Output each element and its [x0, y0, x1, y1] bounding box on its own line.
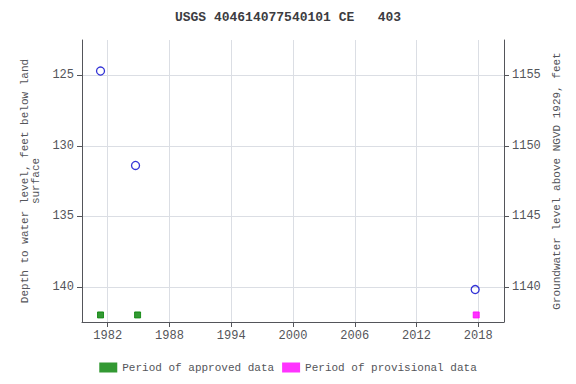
- svg-text:Period of approved data: Period of approved data: [122, 362, 274, 374]
- svg-text:2006: 2006: [340, 329, 369, 343]
- svg-text:surface: surface: [30, 158, 42, 204]
- svg-text:2000: 2000: [279, 329, 308, 343]
- svg-text:1150: 1150: [512, 139, 541, 153]
- svg-text:Period of provisional data: Period of provisional data: [305, 362, 477, 374]
- svg-text:135: 135: [52, 209, 74, 223]
- svg-text:140: 140: [52, 280, 74, 294]
- svg-text:2012: 2012: [402, 329, 431, 343]
- svg-text:USGS 404614077540101 CE 403: USGS 404614077540101 CE 403: [175, 10, 401, 25]
- svg-text:2018: 2018: [464, 329, 493, 343]
- svg-text:1982: 1982: [93, 329, 122, 343]
- svg-text:130: 130: [52, 139, 74, 153]
- svg-text:Depth to water level, feet bel: Depth to water level, feet below land: [19, 58, 31, 304]
- svg-text:1994: 1994: [217, 329, 246, 343]
- svg-text:1140: 1140: [512, 280, 541, 294]
- svg-text:1988: 1988: [155, 329, 184, 343]
- svg-text:125: 125: [52, 68, 74, 82]
- svg-text:1145: 1145: [512, 209, 541, 223]
- svg-text:Groundwater level above NGVD 1: Groundwater level above NGVD 1929, feet: [551, 52, 563, 309]
- svg-text:1155: 1155: [512, 68, 541, 82]
